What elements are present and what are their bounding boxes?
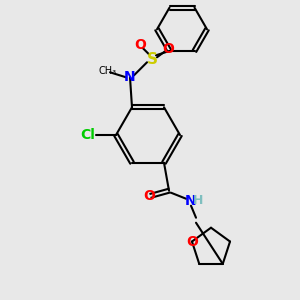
Text: S: S	[146, 52, 158, 67]
Text: O: O	[162, 42, 174, 56]
Text: N: N	[185, 194, 197, 208]
Text: O: O	[143, 189, 155, 203]
Text: CH₃: CH₃	[99, 66, 117, 76]
Text: N: N	[124, 70, 136, 84]
Text: Cl: Cl	[81, 128, 95, 142]
Text: O: O	[134, 38, 146, 52]
Text: O: O	[186, 235, 198, 248]
Text: H: H	[193, 194, 203, 207]
